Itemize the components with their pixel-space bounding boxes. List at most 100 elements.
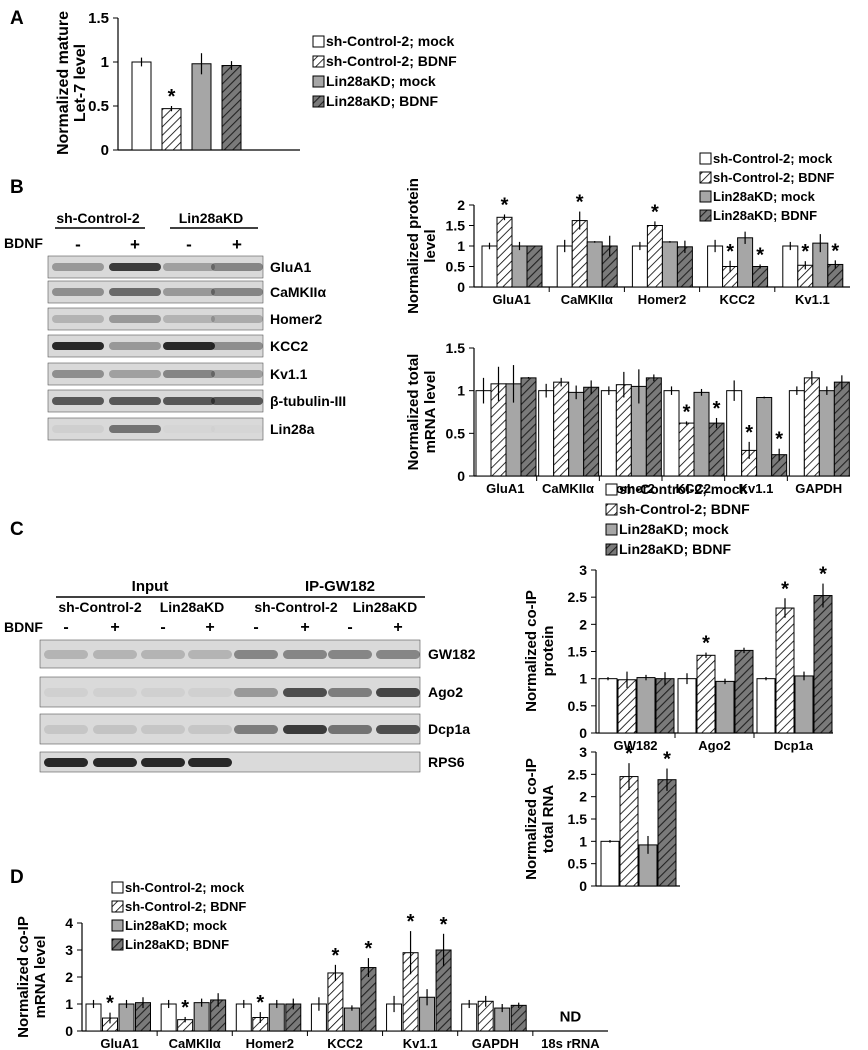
- legend-swatch: [605, 483, 618, 496]
- blot-group-label: Lin28aKD: [353, 599, 418, 615]
- x-tick-label: CaMKIIα: [561, 292, 613, 307]
- y-axis-label: Normalized co-IPtotal RNA: [523, 758, 557, 880]
- legend-swatch: [699, 171, 712, 184]
- blot-band: [163, 425, 215, 433]
- bar-b2-2-1: [615, 384, 632, 477]
- legend-label: sh-Control-2; BDNF: [713, 170, 834, 185]
- significance-star: *: [663, 749, 671, 771]
- significance-star: *: [756, 244, 764, 266]
- bar-c1-2-1: [775, 607, 795, 734]
- legend-swatch: [699, 190, 712, 203]
- bar-b1-0-0: [481, 245, 498, 288]
- legend-swatch: [111, 938, 124, 951]
- lane-sign: +: [232, 235, 242, 254]
- blot-band: [141, 758, 185, 767]
- blot-group-label: Lin28aKD: [179, 210, 244, 226]
- blot-band: [109, 315, 161, 323]
- significance-star: *: [181, 997, 189, 1019]
- y-tick-label: 0: [579, 878, 587, 894]
- y-tick-label: 0.5: [88, 98, 109, 115]
- significance-star: *: [256, 992, 264, 1014]
- panel-label-a: A: [10, 8, 24, 29]
- bar-b1-0-2: [511, 245, 528, 288]
- bar-a-0-1: [161, 108, 182, 151]
- x-tick-label: Kv1.1: [739, 481, 774, 496]
- blot-band: [188, 725, 232, 734]
- blot-band: [109, 288, 161, 296]
- blot-band: [283, 725, 327, 734]
- significance-star: *: [713, 398, 721, 420]
- y-tick-label: 1: [101, 54, 109, 71]
- blot-band: [283, 650, 327, 659]
- bar-c2-0-0: [600, 840, 620, 887]
- x-tick-label: GAPDH: [472, 1036, 519, 1050]
- lane-sign: -: [63, 619, 68, 636]
- blot-strip: [47, 307, 264, 331]
- bar-c1-1-3: [734, 649, 754, 734]
- blot-band: [211, 425, 263, 433]
- western-blot-c: Input IP-GW182 sh-Control-2 Lin28aKD sh-Cont…: [4, 578, 476, 773]
- significance-star: *: [781, 578, 789, 600]
- ip-label: IP-GW182: [305, 578, 375, 595]
- bar-c1-0-3: [655, 678, 675, 734]
- blot-band: [109, 342, 161, 350]
- bar-d-5-3: [510, 1004, 527, 1032]
- y-tick-label: 0: [65, 1023, 73, 1039]
- legend-swatch: [111, 900, 124, 913]
- blot-band: [234, 688, 278, 697]
- blot-band: [52, 315, 104, 323]
- legend-label: Lin28aKD; mock: [713, 189, 816, 204]
- significance-star: *: [501, 194, 509, 216]
- chart-a-let7: 0 0.5 1 1.5 * Normalized matureLet-7 level: [55, 10, 300, 159]
- y-tick-label: 2: [457, 197, 465, 213]
- legend-a: sh-Control-2; mock sh-Control-2; BDNF Lin2…: [312, 33, 457, 109]
- legend-swatch: [605, 503, 618, 516]
- y-tick-label: 1: [579, 833, 587, 849]
- significance-star: *: [702, 633, 710, 655]
- y-tick-label: 4: [65, 915, 73, 931]
- blot-band: [109, 425, 161, 433]
- bar-b2-0-3: [520, 377, 537, 477]
- blot-band: [211, 263, 263, 271]
- western-blot-b: sh-Control-2 Lin28aKD BDNF - + - + GluA1 CaMKIIα…: [4, 210, 346, 441]
- legend-label: sh-Control-2; mock: [125, 880, 245, 895]
- blot-band: [163, 263, 215, 271]
- bar-a-0-3: [221, 65, 242, 151]
- y-tick-label: 0.5: [568, 698, 588, 714]
- bar-b2-5-0: [788, 390, 805, 477]
- bar-a-0-0: [131, 61, 152, 151]
- legend-label: sh-Control-2; BDNF: [125, 899, 246, 914]
- y-tick-label: 1: [457, 383, 465, 399]
- legend-swatch: [605, 543, 618, 556]
- significance-star: *: [332, 945, 340, 967]
- significance-star: *: [726, 241, 734, 263]
- blot-group-label: sh-Control-2: [56, 210, 139, 226]
- y-axis-label-line: mRNA level: [32, 936, 49, 1019]
- bar-b1-1-2: [586, 241, 603, 288]
- blot-group-label: sh-Control-2: [254, 599, 337, 615]
- bar-c1-0-2: [636, 677, 656, 734]
- significance-star: *: [775, 429, 783, 451]
- bar-b2-5-2: [818, 390, 835, 477]
- x-tick-label: CaMKIIα: [542, 481, 594, 496]
- bar-b2-3-0: [663, 390, 680, 477]
- legend-label: sh-Control-2; mock: [619, 481, 748, 497]
- legend-label: Lin28aKD; BDNF: [326, 93, 438, 109]
- bar-b2-5-3: [833, 381, 850, 477]
- blot-band: [109, 263, 161, 271]
- bar-b2-4-0: [726, 390, 743, 477]
- blot-band: [211, 370, 263, 378]
- blot-band-label: Lin28a: [270, 421, 315, 437]
- bar-b1-2-1: [646, 225, 663, 288]
- blot-band: [211, 342, 263, 350]
- significance-star: *: [407, 911, 415, 933]
- legend-swatch: [312, 35, 325, 48]
- panel-label-d: D: [10, 867, 24, 888]
- legend-c: sh-Control-2; mock sh-Control-2; BDNF Lin2…: [605, 481, 750, 557]
- legend-label: Lin28aKD; BDNF: [713, 208, 817, 223]
- y-axis-label-line: total RNA: [540, 785, 557, 853]
- x-tick-label: Homer2: [606, 481, 654, 496]
- blot-band-label: β-tubulin-III: [270, 393, 346, 409]
- legend-label: sh-Control-2; BDNF: [326, 53, 457, 69]
- y-axis-label: Normalized totalmRNA level: [405, 354, 439, 471]
